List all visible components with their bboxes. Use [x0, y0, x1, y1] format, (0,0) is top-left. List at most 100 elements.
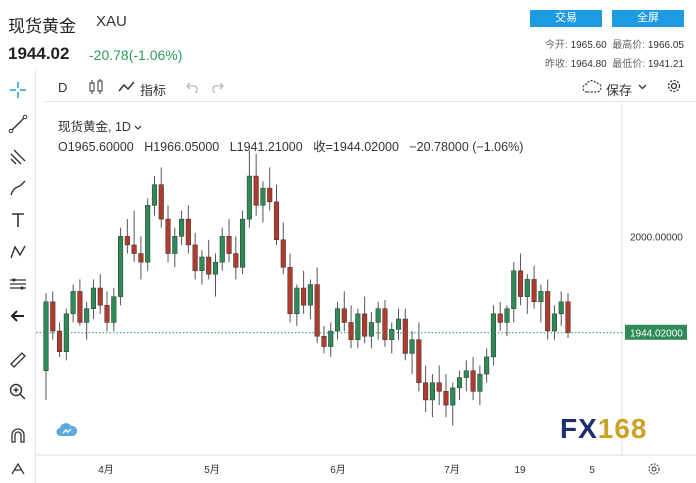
candle-body [104, 304, 110, 323]
candle-body [273, 201, 280, 241]
candle-type-icon[interactable] [88, 78, 104, 96]
candle-body [219, 236, 225, 263]
pattern-icon[interactable] [8, 242, 28, 262]
candle-body [409, 339, 415, 354]
candle-body [57, 330, 63, 352]
stats-row-2: 昨收: 1964.80 最低价: 1941.21 [545, 55, 684, 70]
cloud-save-icon[interactable] [582, 80, 602, 94]
prev-close-label: 昨收: [545, 59, 568, 70]
candle-body [118, 236, 124, 297]
cloud-logo-icon [56, 423, 78, 437]
candle-body [456, 377, 463, 389]
gear-icon[interactable] [666, 78, 682, 94]
candle-body [84, 308, 90, 323]
axis-settings-icon[interactable] [648, 463, 660, 475]
candle-body [558, 301, 564, 315]
x-tick-label: 5 [589, 465, 595, 476]
prev-close-value: 1964.80 [570, 59, 607, 70]
crosshair-icon[interactable] [8, 80, 28, 100]
ruler-icon[interactable] [8, 350, 28, 370]
price-chart[interactable]: 4月 5月 6月 7月 19 5 2000.00000 1944.02000 [36, 103, 696, 483]
chevron-down-icon[interactable] [134, 125, 142, 131]
candle-body [362, 313, 368, 337]
candle-body [524, 279, 530, 297]
legend-change: −20.78000 (−1.06%) [409, 140, 524, 154]
candle-body [565, 301, 571, 334]
candle-body [246, 175, 252, 220]
candle-body [138, 253, 144, 263]
candle-body [504, 308, 510, 323]
redo-icon[interactable] [210, 81, 224, 93]
candle-body [348, 322, 354, 340]
legend-low: L1941.21000 [229, 140, 303, 154]
candle-body [131, 244, 137, 254]
indicators-icon[interactable] [118, 80, 136, 94]
legend-instrument: 现货黄金, 1D [58, 116, 142, 135]
candle-body [165, 218, 171, 254]
candle-body [497, 313, 503, 323]
candle-body [124, 236, 130, 246]
candle-body [90, 287, 97, 309]
interval-button[interactable]: D [58, 80, 68, 95]
instrument-symbol: XAU [96, 13, 127, 30]
candle-body [179, 218, 185, 237]
candle-body [484, 356, 490, 375]
stats-row-1: 今开: 1965.60 最高价: 1966.05 [545, 36, 684, 51]
back-arrow-icon[interactable] [8, 306, 28, 326]
candle-body [545, 291, 551, 332]
candle-body [199, 256, 205, 272]
candle-body [395, 318, 402, 330]
last-price-tag [625, 324, 687, 340]
projection-icon[interactable] [8, 274, 28, 294]
candle-body [470, 370, 476, 392]
candle-body [158, 184, 164, 220]
candle-body [416, 339, 422, 383]
fullscreen-button[interactable]: 全屏 [612, 10, 684, 27]
candle-body [490, 313, 496, 358]
candle-body [240, 218, 246, 268]
candle-body [260, 187, 266, 206]
x-tick-label: 7月 [444, 464, 460, 476]
candle-body [382, 308, 388, 340]
indicators-button[interactable]: 指标 [140, 83, 167, 98]
fib-lines-icon[interactable] [8, 146, 28, 166]
legend-open: O1965.60000 [58, 140, 134, 154]
magnet-icon[interactable] [8, 426, 28, 446]
candle-body [77, 291, 83, 323]
candle-body [212, 261, 219, 275]
x-tick-label: 6月 [330, 464, 346, 476]
candle-body [517, 270, 524, 297]
candle-body [145, 205, 151, 263]
legend-ohlc: O1965.60000 H1966.05000 L1941.21000 收=19… [58, 136, 523, 155]
candle-body [280, 239, 286, 268]
undo-icon[interactable] [186, 81, 200, 93]
candle-body [368, 322, 374, 337]
trade-button[interactable]: 交易 [530, 10, 602, 27]
candle-body [355, 313, 361, 340]
candle-body [287, 267, 293, 315]
candle-body [531, 279, 537, 303]
chevron-down-icon[interactable] [638, 84, 647, 90]
high-label: 最高价: [612, 40, 646, 51]
candle-body [301, 287, 307, 306]
candle-body [341, 308, 347, 323]
open-value: 1965.60 [570, 40, 607, 51]
text-tool-icon[interactable] [8, 210, 28, 230]
save-button[interactable]: 保存 [606, 83, 633, 98]
candle-body [111, 296, 117, 323]
candle-body [334, 308, 341, 332]
low-label: 最低价: [612, 59, 646, 70]
candle-body [43, 301, 49, 371]
candle-body [192, 244, 198, 272]
y-tick-label: 2000.00000 [630, 232, 683, 243]
legend-close: 收=1944.02000 [313, 140, 399, 154]
candle-body [443, 391, 449, 406]
quote-header: 现货黄金 XAU 1944.02 -20.78(-1.06%) 交易 全屏 今开… [0, 0, 696, 70]
candle-body [172, 236, 178, 254]
trend-line-icon[interactable] [8, 114, 28, 134]
candle-body [423, 382, 429, 401]
legend-name: 现货黄金, 1D [58, 120, 131, 134]
brush-icon[interactable] [8, 178, 28, 198]
lock-drawing-icon[interactable] [8, 458, 28, 478]
zoom-in-icon[interactable] [8, 382, 28, 402]
